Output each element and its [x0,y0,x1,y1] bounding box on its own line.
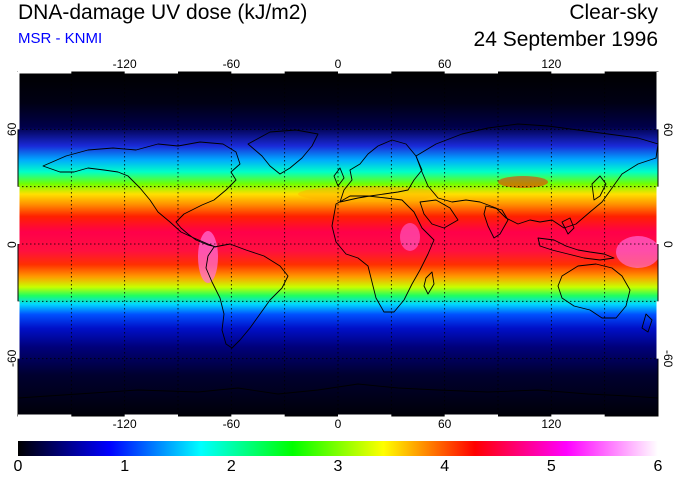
lon-tick-label-bottom: 60 [437,417,452,431]
sky-condition: Clear-sky [569,1,658,24]
map-date: 24 September 1996 [473,28,658,51]
colorbar-tick-label: 6 [653,458,663,475]
pacific-uv-maximum [616,236,658,268]
colorbar-tick-label: 3 [333,458,343,475]
coastlines [18,123,658,399]
lon-tick-label-top: -60 [222,57,240,71]
lon-tick-label-bottom: -60 [222,417,240,431]
lat-tick-label-right: 0 [661,240,675,248]
lon-tick-label-bottom: 0 [334,417,342,431]
lon-tick-label-top: 60 [437,57,452,71]
lat-tick-label-left: -60 [5,349,19,368]
colorbar-tick-label: 4 [440,458,450,475]
colorbar [18,441,658,456]
colorbar-tick-label: 2 [226,458,236,475]
uv-dose-map [16,70,660,418]
edge-ticks [16,70,660,418]
lat-tick-label-right: -60 [661,350,675,368]
colorbar-tick-label: 1 [120,458,130,475]
colorbar-tick-label: 0 [13,458,23,475]
lat-tick-label-left: 0 [5,240,19,248]
map-title: DNA-damage UV dose (kJ/m2) [18,1,308,24]
data-source: MSR - KNMI [18,30,103,47]
lon-tick-label-bottom: 120 [541,417,562,431]
lon-tick-label-bottom: -120 [112,417,137,431]
sahara-band [298,186,438,202]
tibet-band [498,176,548,188]
lat-tick-label-right: 60 [661,122,675,137]
lat-tick-label-left: 60 [5,122,19,136]
colorbar-scale [18,441,658,456]
colorbar-tick-label: 5 [546,458,556,475]
lon-tick-label-top: 0 [334,57,342,71]
east-africa-uv-maximum [400,223,420,251]
graticule [18,72,658,416]
lon-tick-label-top: -120 [112,57,137,71]
lon-tick-label-top: 120 [541,57,562,71]
